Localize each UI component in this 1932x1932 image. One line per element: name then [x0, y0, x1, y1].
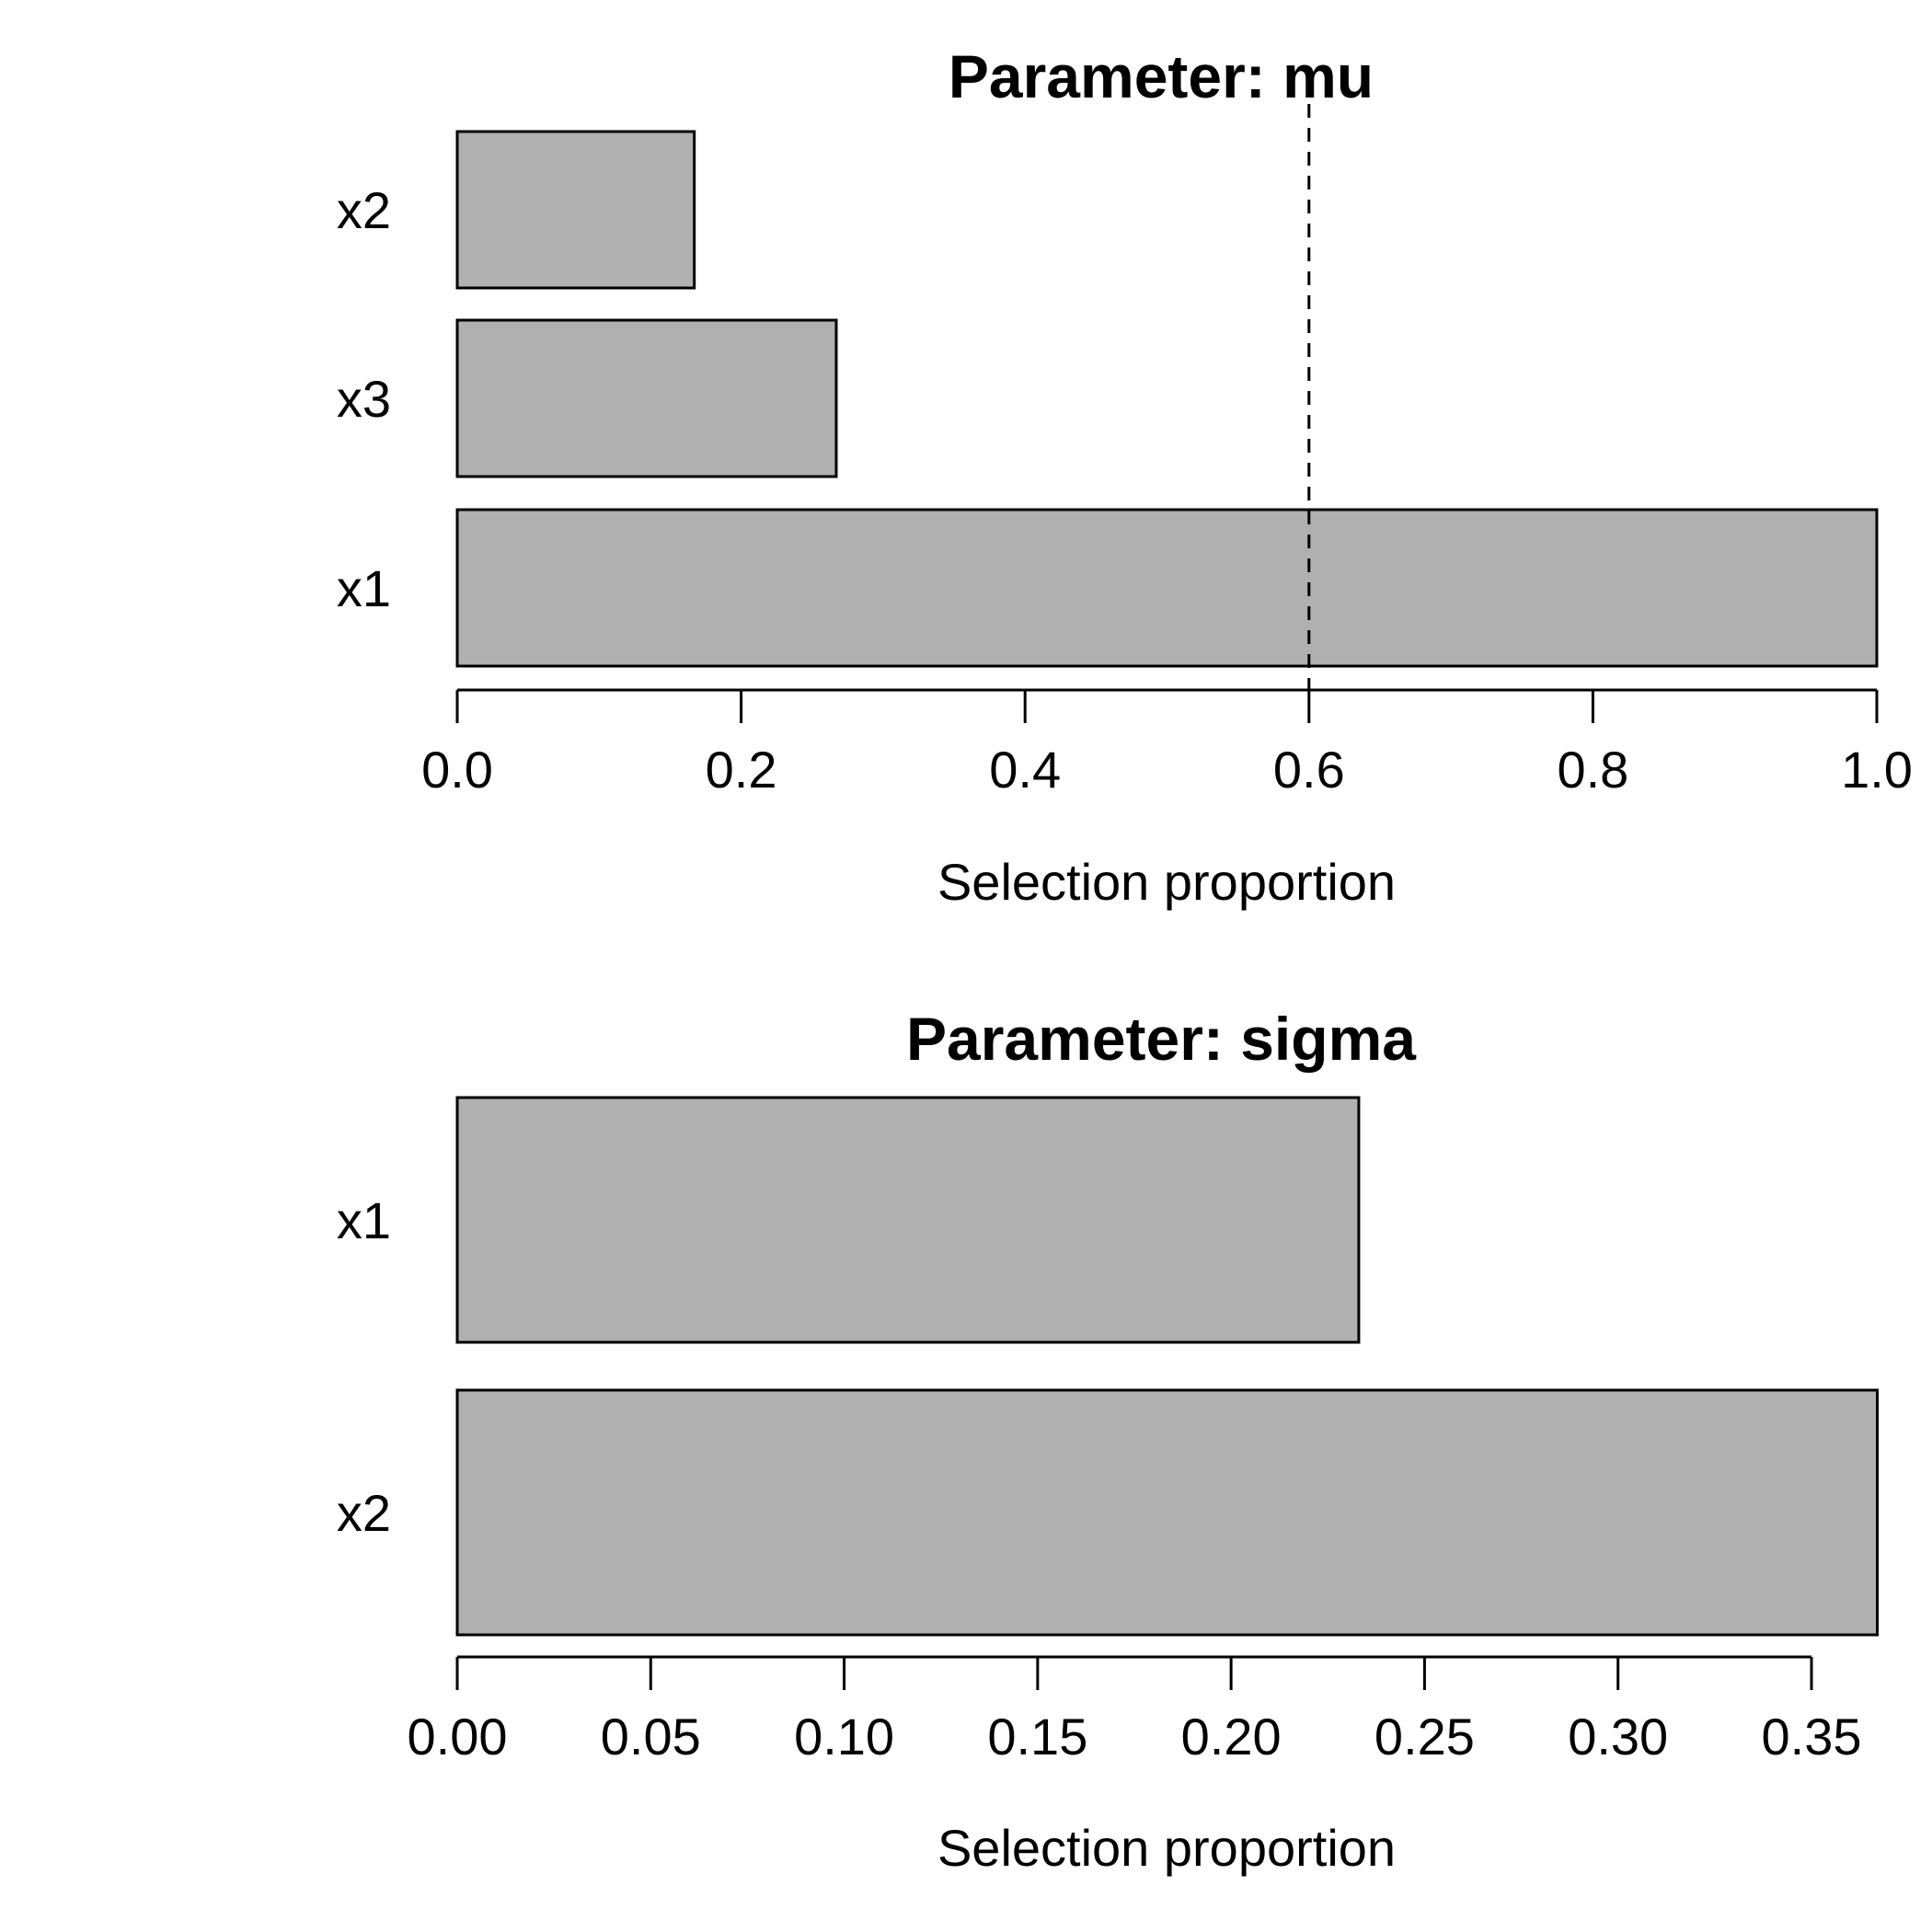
x-axis-tick-label: 0.00 [408, 1708, 508, 1765]
category-label-x2: x2 [337, 181, 391, 239]
x-axis-tick-label: 0.10 [794, 1708, 894, 1765]
x-axis-tick-label: 0.4 [989, 741, 1061, 799]
x-axis-tick-label: 0.25 [1374, 1708, 1475, 1765]
x-axis-tick-label: 0.20 [1181, 1708, 1282, 1765]
chart-sigma: Parameter: sigma x1 x2 0.00 0.05 0.10 0.15 0.2… [337, 1005, 1879, 1877]
chart-mu-title: Parameter: mu [949, 42, 1374, 110]
chart-mu: Parameter: mu x2 x3 x1 0.0 0.2 0.4 0.6 0.8 1.0 S… [337, 42, 1913, 911]
chart-sigma-plot-area: x1 x2 0.00 0.05 0.10 0.15 0.20 0.25 0.30 0.35 [337, 1096, 1879, 1765]
x-axis-tick-label: 0.30 [1568, 1708, 1668, 1765]
category-label-x2: x2 [337, 1484, 391, 1542]
x-axis-tick-label: 1.0 [1841, 741, 1913, 799]
bar-x2 [455, 1388, 1879, 1637]
chart-mu-plot-area: x2 x3 x1 0.0 0.2 0.4 0.6 0.8 1.0 [337, 104, 1913, 799]
x-axis-tick-label: 0.6 [1273, 741, 1345, 799]
x-axis-tick-label: 0.0 [421, 741, 493, 799]
category-label-x3: x3 [337, 370, 391, 428]
chart-sigma-xaxis-label: Selection proportion [937, 1819, 1396, 1877]
x-axis-tick-label: 0.15 [987, 1708, 1087, 1765]
bar-x1 [455, 508, 1879, 668]
x-axis-tick-label: 0.35 [1762, 1708, 1862, 1765]
chart-mu-xaxis-label: Selection proportion [937, 853, 1396, 911]
bar-x1 [455, 1096, 1361, 1344]
category-label-x1: x1 [337, 1191, 391, 1249]
x-axis-tick-label: 0.8 [1557, 741, 1628, 799]
chart-sigma-title: Parameter: sigma [906, 1005, 1417, 1073]
category-label-x1: x1 [337, 559, 391, 617]
x-axis-tick-label: 0.05 [601, 1708, 701, 1765]
x-axis-tick-label: 0.2 [706, 741, 777, 799]
bar-x2 [455, 130, 696, 290]
bar-x3 [455, 318, 838, 478]
